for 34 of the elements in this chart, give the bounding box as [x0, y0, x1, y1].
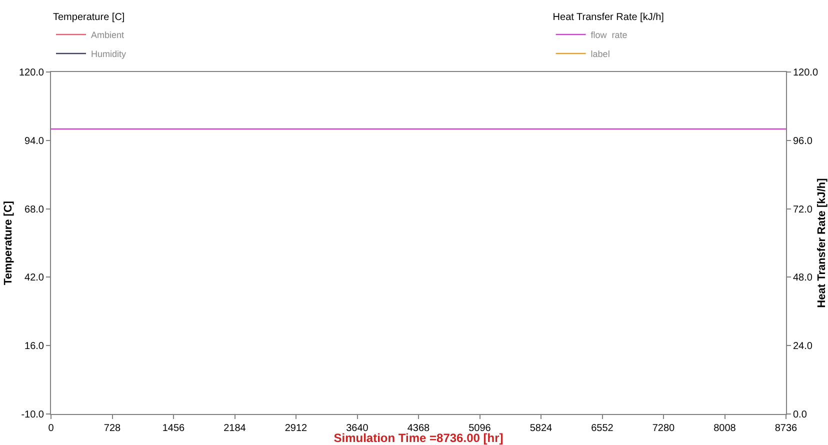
y2-tick-label: 72.0: [793, 204, 813, 216]
x-tick-label: 8736: [774, 423, 798, 434]
x-axis-title: Simulation Time =8736.00 [hr]: [334, 431, 504, 445]
legend-label: label: [590, 49, 610, 60]
x-tick-label: 5824: [530, 423, 553, 434]
x-tick-label: 4368: [407, 423, 430, 434]
y-tick-label: 120.0: [18, 68, 44, 78]
y2-tick-label: 48.0: [793, 272, 813, 284]
y-tick-label: -10.0: [21, 410, 44, 420]
x-tick-label: 3640: [346, 423, 369, 434]
y-axis-title: Temperature [C]: [2, 200, 15, 286]
legend-label: Ambient: [91, 30, 125, 40]
x-tick-label: 2184: [224, 423, 246, 434]
y-tick-label: 94.0: [24, 136, 44, 147]
y-tick-label: 42.0: [24, 272, 44, 284]
text: Heat Transfer Rate [kJ/h]: [552, 12, 664, 24]
text: Temperature [C]: [53, 12, 125, 24]
y2-tick-label: 0.0: [793, 410, 808, 420]
y2-tick-label: 120.0: [793, 68, 818, 78]
y-tick-label: 68.0: [24, 204, 44, 216]
legend-label: flow rate: [590, 30, 628, 40]
x-tick-label: 5096: [468, 423, 492, 434]
legend-label: Humidity: [91, 49, 127, 60]
x-tick-label: 728: [104, 423, 122, 434]
x-tick-label: 1456: [162, 423, 186, 434]
x-tick-label: 6552: [591, 423, 614, 434]
y2-axis-title: Heat Transfer Rate [kJ/h]: [816, 178, 828, 308]
y2-tick-label: 24.0: [793, 341, 813, 352]
x-tick-label: 0: [48, 423, 54, 434]
x-tick-label: 7280: [652, 423, 676, 434]
y2-tick-label: 96.0: [793, 136, 813, 147]
x-tick-label: 8008: [714, 423, 736, 434]
y-tick-label: 16.0: [24, 341, 44, 352]
x-tick-label: 2912: [284, 423, 308, 434]
